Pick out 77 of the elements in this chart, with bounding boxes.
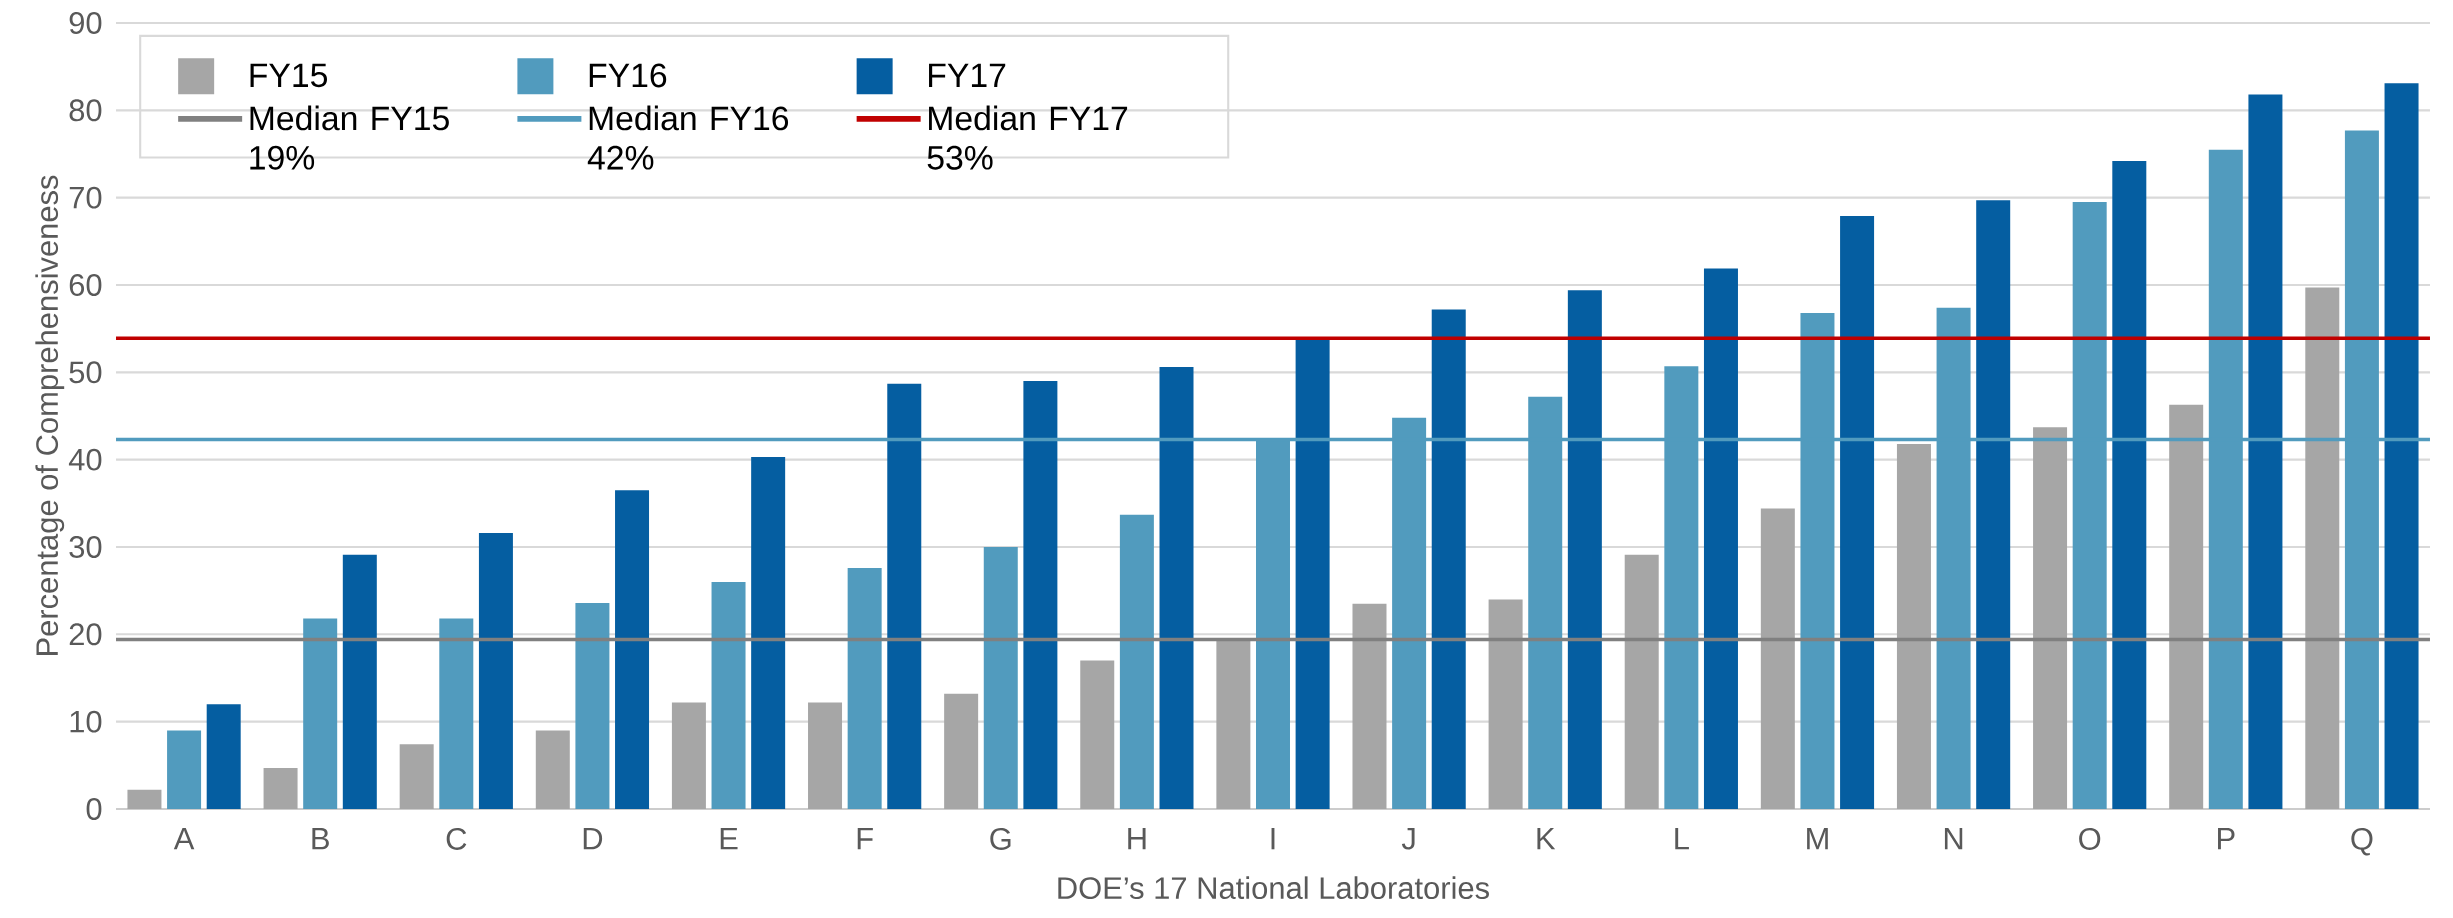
- legend-label: Median FY17 53%: [927, 105, 1128, 170]
- bar: [1567, 290, 1602, 809]
- x-tick-label: K: [1537, 828, 1556, 850]
- x-tick-label: P: [2218, 828, 2235, 850]
- bar: [1352, 603, 1387, 809]
- bar: [671, 702, 706, 809]
- x-axis-title: DOE’s 17 National Laboratories: [1058, 876, 1489, 900]
- x-tick-label: A: [173, 828, 195, 850]
- y-tick-label: 30: [69, 536, 102, 558]
- y-tick-label: 80: [69, 99, 102, 122]
- x-tick-label: Q: [2351, 828, 2373, 856]
- bar: [1159, 367, 1194, 809]
- bar: [1760, 508, 1795, 809]
- x-tick-label: N: [1944, 828, 1963, 850]
- legend-label: FY15: [250, 63, 328, 88]
- bar: [2248, 94, 2283, 809]
- y-tick-label: 50: [69, 361, 102, 384]
- y-axis-title: Percentage of Comprehensiveness: [35, 175, 65, 655]
- bar: [808, 702, 843, 809]
- bar: [1840, 216, 1875, 809]
- bar: [944, 693, 979, 809]
- x-tick-label: L: [1675, 828, 1689, 850]
- bar: [1119, 514, 1154, 809]
- bar: [399, 744, 434, 809]
- bar: [751, 457, 786, 809]
- bar: [1023, 381, 1058, 809]
- bar: [2169, 404, 2204, 809]
- bar: [342, 554, 377, 809]
- y-tick-label: 0: [86, 798, 102, 820]
- x-tick-label: O: [2079, 828, 2101, 850]
- y-tick-label: 40: [68, 448, 102, 471]
- y-tick-label: 20: [69, 623, 102, 646]
- bar: [1703, 268, 1738, 809]
- bar: [167, 730, 202, 809]
- bar: [2033, 427, 2068, 809]
- x-tick-label: D: [583, 828, 603, 850]
- bar: [1295, 337, 1330, 809]
- bar: [1896, 443, 1931, 809]
- y-tick-label: 10: [70, 710, 102, 733]
- y-tick-label: 60: [69, 274, 102, 296]
- bar: [887, 383, 922, 809]
- legend-label: Median FY16 42%: [587, 105, 789, 170]
- bar: [1431, 309, 1466, 809]
- x-tick-label: J: [1401, 828, 1415, 850]
- bar: [1976, 200, 2011, 809]
- bar: [615, 490, 650, 809]
- bar: [1488, 599, 1523, 809]
- legend-label: Median FY15 19%: [250, 105, 449, 170]
- x-tick-label: E: [720, 828, 738, 850]
- y-tick-label: 90: [69, 12, 102, 34]
- bar: [206, 704, 241, 809]
- legend-label: FY16: [589, 63, 667, 88]
- x-tick-label: H: [1128, 828, 1146, 850]
- x-tick-label: B: [312, 828, 329, 850]
- bar: [535, 730, 570, 809]
- bar: [711, 581, 746, 809]
- bar: [1080, 660, 1115, 809]
- bar: [127, 789, 162, 809]
- x-tick-label: M: [1807, 828, 1828, 850]
- x-tick-label: F: [857, 828, 873, 850]
- x-tick-label: C: [446, 828, 467, 850]
- bar: [1216, 639, 1251, 809]
- bar: [263, 767, 298, 809]
- bar: [847, 567, 882, 809]
- x-tick-label: G: [990, 828, 1011, 850]
- bar: [983, 546, 1018, 809]
- bar: [2384, 83, 2419, 809]
- bar: [2112, 160, 2147, 809]
- bar: [478, 533, 513, 809]
- legend-label: FY17: [929, 63, 1006, 87]
- x-tick-label: I: [1271, 828, 1275, 850]
- bar: [1624, 554, 1659, 809]
- bar: [2305, 287, 2340, 809]
- y-tick-label: 70: [69, 186, 102, 209]
- bar: [439, 618, 474, 809]
- bar: [575, 602, 610, 809]
- bar: [303, 618, 338, 809]
